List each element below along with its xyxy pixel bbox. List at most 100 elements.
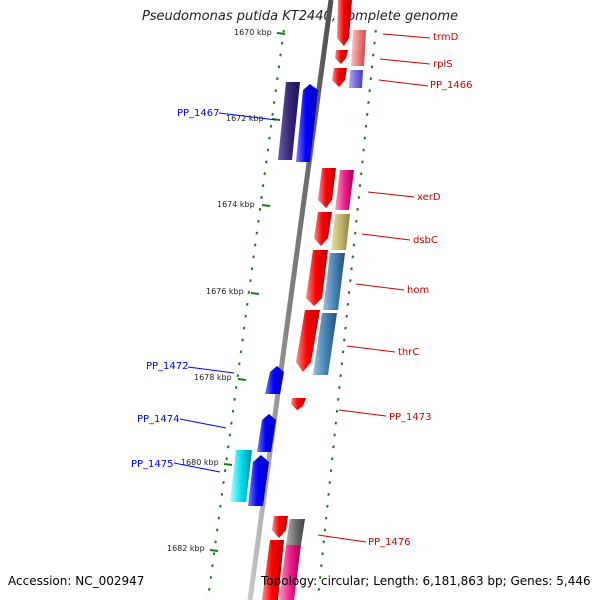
ruler-tick [215, 528, 219, 532]
ruler-tick [362, 148, 365, 152]
ruler-tick [361, 160, 364, 164]
gene-PP_1467-outer[interactable] [278, 82, 300, 160]
ruler-tick [230, 421, 233, 425]
gene-PP_1476[interactable] [272, 516, 288, 538]
ruler-tick [357, 196, 361, 199]
ruler-tick [328, 481, 332, 484]
ruler-tick [257, 219, 260, 223]
ruler-tick [374, 29, 377, 33]
ruler-tick [323, 528, 327, 532]
ruler-tick [212, 552, 216, 556]
ruler-tick [317, 587, 321, 591]
ruler-tick [217, 516, 221, 520]
gene-xerD-outer[interactable] [335, 170, 354, 210]
gene-label[interactable]: PP_1472 [146, 361, 189, 372]
ruler-tick [237, 378, 247, 381]
gene-PP_1474[interactable] [257, 414, 276, 452]
ruler-tick [352, 243, 356, 247]
gene-label[interactable]: PP_1466 [430, 80, 473, 91]
ruler-tick [250, 292, 260, 295]
ruler-tick [339, 374, 342, 378]
gene-trmD-outer[interactable] [352, 30, 366, 50]
gene-label[interactable]: thrC [398, 347, 419, 358]
kbp-label: 1674 kbp [217, 200, 255, 209]
ruler-tick [327, 492, 330, 496]
ruler-tick [363, 136, 367, 140]
ruler-tick [274, 89, 278, 93]
ruler-tick [359, 172, 363, 176]
gene-PP_1476b-outer[interactable] [279, 545, 301, 600]
gene-label[interactable]: xerD [417, 192, 441, 203]
kbp-label: 1682 kbp [167, 544, 205, 553]
gene-track-outer-right [279, 30, 366, 600]
ruler-tick [260, 196, 263, 199]
gene-label[interactable]: PP_1467 [177, 108, 220, 119]
ruler-tick [367, 101, 370, 104]
gene-label[interactable]: hom [407, 285, 429, 296]
ruler-tick [255, 231, 259, 235]
gene-label[interactable]: rplS [433, 59, 453, 70]
ruler-tick [351, 255, 355, 259]
gene-thrC[interactable] [296, 310, 320, 372]
ruler-tick [341, 350, 345, 354]
gene-PP_1475[interactable] [248, 455, 269, 506]
ruler-tick [247, 291, 251, 294]
gene-PP_1475-outer[interactable] [230, 450, 252, 502]
ruler-tick [346, 302, 350, 306]
ruler-tick [219, 504, 222, 508]
gene-hom[interactable] [306, 250, 328, 306]
ruler-tick [282, 29, 285, 33]
gene-PP_1472[interactable] [265, 366, 284, 394]
gene-rplS[interactable] [335, 50, 348, 64]
gene-label[interactable]: PP_1475 [131, 459, 174, 470]
ruler-tick [333, 433, 336, 437]
gene-label[interactable]: PP_1476 [368, 537, 411, 548]
gene-PP_1467[interactable] [296, 84, 318, 162]
gene-label[interactable]: PP_1473 [389, 412, 432, 423]
ruler-tick [358, 184, 362, 188]
ruler-tick [220, 492, 224, 496]
ruler-tick [225, 457, 228, 461]
gene-label[interactable]: PP_1474 [137, 414, 180, 425]
ruler-tick [236, 374, 240, 378]
ruler-tick [279, 53, 282, 57]
ruler-tick [269, 124, 273, 128]
ruler-tick [372, 53, 375, 57]
gene-PP_1476-outer[interactable] [286, 519, 305, 545]
ruler-tick [244, 314, 247, 318]
ruler-tick [265, 160, 268, 164]
gene-PP_1466[interactable] [332, 68, 347, 87]
gene-trmD[interactable] [337, 0, 352, 46]
gene-track-left [230, 82, 318, 506]
gene-dsbC-outer[interactable] [331, 214, 350, 250]
ruler-tick [271, 112, 274, 116]
gene-label[interactable]: trmD [433, 32, 459, 43]
kbp-label: 1676 kbp [206, 287, 244, 296]
ruler-tick [209, 549, 219, 552]
ruler-tick [239, 350, 243, 354]
gene-thrC-outer[interactable] [313, 313, 337, 375]
gene-label[interactable]: dsbC [413, 235, 438, 246]
ruler-tick [253, 243, 257, 247]
ruler-tick [368, 89, 371, 93]
gene-PP_1477[interactable] [262, 540, 284, 600]
gene-track-inner-right [262, 0, 352, 600]
gene-PP_1473[interactable] [291, 398, 306, 410]
ruler-tick [344, 326, 347, 330]
ruler-tick [266, 148, 270, 152]
genome-summary-text: Topology: circular; Length: 6,181,863 bp… [261, 574, 591, 588]
ruler-tick [318, 576, 322, 579]
gene-xerD[interactable] [318, 168, 336, 208]
gene-dsbC[interactable] [314, 212, 332, 246]
gene-hom-outer[interactable] [323, 253, 345, 310]
ruler-tick [208, 587, 211, 591]
gene-rplS-outer[interactable] [351, 50, 365, 66]
ruler-tick [223, 469, 227, 473]
tick-ruler [206, 29, 377, 600]
ruler-tick [343, 338, 346, 342]
ruler-tick [326, 504, 329, 508]
ruler-tick [242, 326, 246, 330]
ruler-tick [252, 255, 255, 259]
gene-PP_1466-outer[interactable] [349, 70, 363, 88]
